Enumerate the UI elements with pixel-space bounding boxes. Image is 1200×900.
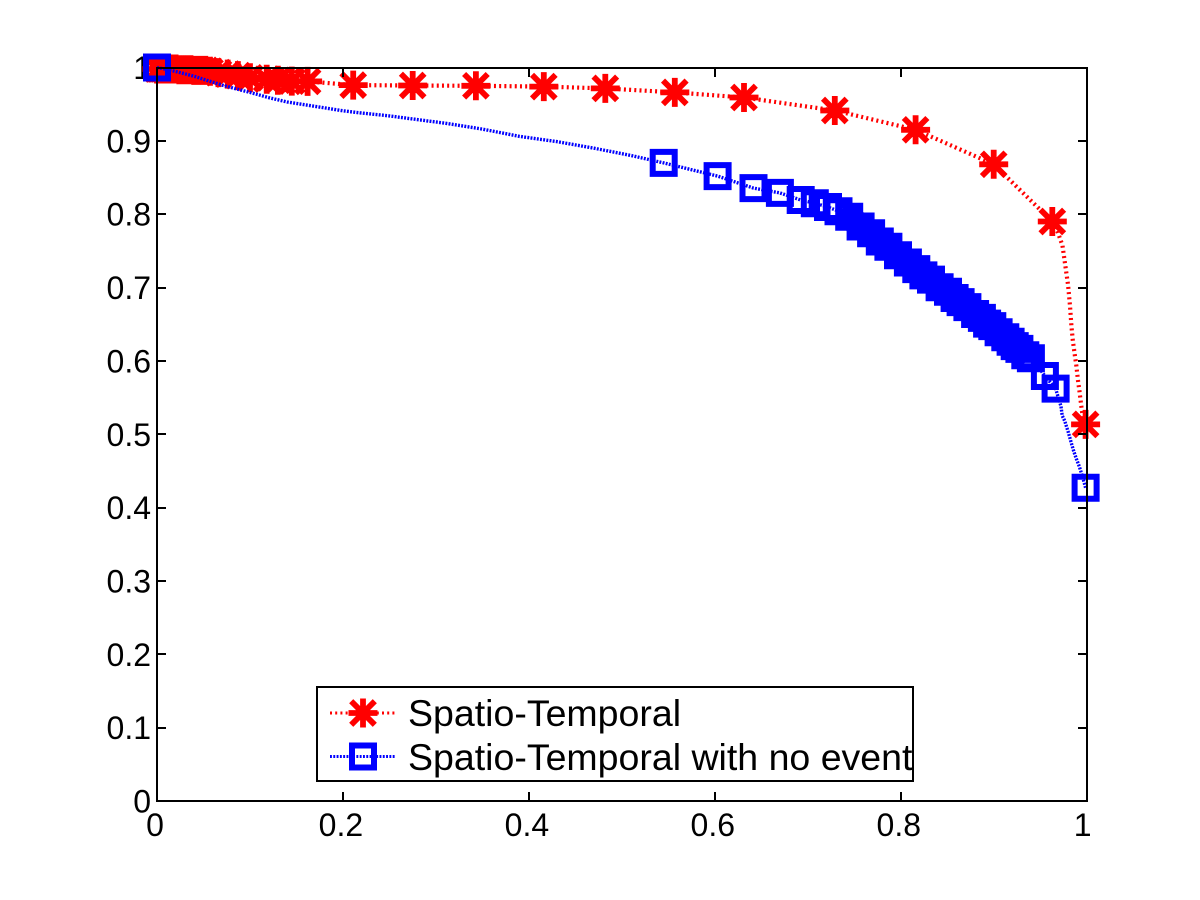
svg-text:Spatio-Temporal: Spatio-Temporal — [408, 692, 681, 734]
svg-text:0.6: 0.6 — [691, 807, 735, 843]
svg-text:0.9: 0.9 — [107, 123, 151, 159]
svg-text:0.1: 0.1 — [107, 710, 151, 746]
svg-text:0.5: 0.5 — [107, 417, 151, 453]
svg-text:0.2: 0.2 — [107, 637, 151, 673]
svg-text:0.7: 0.7 — [107, 270, 151, 306]
svg-text:Spatio-Temporal with no event: Spatio-Temporal with no event — [408, 736, 913, 778]
svg-text:0.8: 0.8 — [877, 807, 921, 843]
svg-text:0.3: 0.3 — [107, 564, 151, 600]
svg-text:1: 1 — [1074, 807, 1092, 843]
svg-text:0.4: 0.4 — [505, 807, 549, 843]
svg-text:0: 0 — [146, 807, 164, 843]
svg-text:0: 0 — [133, 784, 151, 820]
svg-text:0.6: 0.6 — [107, 343, 151, 379]
svg-text:0.8: 0.8 — [107, 197, 151, 233]
svg-text:0.2: 0.2 — [319, 807, 363, 843]
svg-text:0.4: 0.4 — [107, 490, 151, 526]
